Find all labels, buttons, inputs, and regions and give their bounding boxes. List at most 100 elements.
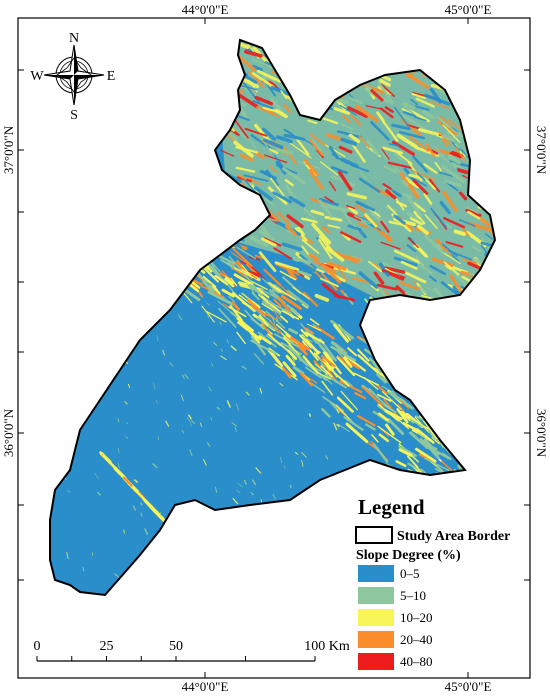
terrain-streak bbox=[483, 180, 505, 190]
terrain-streak bbox=[452, 82, 468, 88]
terrain-streak bbox=[492, 215, 508, 226]
legend-label: 20–40 bbox=[400, 632, 433, 647]
terrain-streak bbox=[479, 154, 498, 170]
terrain-streak bbox=[216, 75, 233, 85]
terrain-streak bbox=[401, 60, 412, 69]
terrain-streak bbox=[124, 530, 125, 533]
legend-border-label: Study Area Border bbox=[397, 529, 510, 544]
terrain-streak bbox=[279, 47, 290, 64]
terrain-streak bbox=[363, 53, 372, 57]
terrain-streak bbox=[413, 50, 432, 57]
terrain-streak bbox=[476, 290, 481, 298]
terrain-streak bbox=[118, 419, 119, 422]
terrain-streak bbox=[480, 453, 495, 467]
terrain-streak bbox=[301, 64, 318, 73]
terrain-streak bbox=[491, 120, 507, 134]
scale-label: 0 bbox=[34, 639, 41, 654]
terrain-streak bbox=[478, 120, 491, 139]
terrain-streak bbox=[452, 443, 468, 452]
terrain-streak bbox=[342, 68, 361, 74]
terrain-streak bbox=[319, 531, 322, 533]
terrain-streak bbox=[388, 41, 398, 45]
terrain-streak bbox=[66, 429, 67, 435]
terrain-streak bbox=[428, 411, 451, 427]
terrain-streak bbox=[479, 54, 495, 69]
terrain-streak bbox=[481, 472, 494, 483]
terrain-streak bbox=[476, 63, 489, 71]
terrain-streak bbox=[247, 199, 257, 209]
terrain-streak bbox=[388, 41, 395, 50]
terrain-streak bbox=[221, 199, 234, 216]
terrain-streak bbox=[477, 133, 497, 138]
terrain-streak bbox=[503, 452, 511, 462]
terrain-streak bbox=[459, 47, 478, 63]
terrain-streak bbox=[307, 52, 322, 63]
terrain-streak bbox=[296, 536, 297, 541]
terrain-streak bbox=[97, 311, 101, 314]
terrain-streak bbox=[225, 230, 232, 238]
terrain-streak bbox=[487, 260, 501, 274]
terrain-streak bbox=[224, 226, 235, 241]
terrain-streak bbox=[486, 135, 504, 140]
terrain-streak bbox=[285, 48, 292, 57]
terrain-streak bbox=[460, 422, 471, 432]
terrain-streak bbox=[214, 520, 217, 523]
terrain-streak bbox=[419, 53, 426, 60]
terrain-streak bbox=[489, 120, 502, 138]
terrain-streak bbox=[447, 428, 456, 433]
terrain-streak bbox=[496, 68, 516, 75]
terrain-streak bbox=[302, 102, 307, 108]
terrain-streak bbox=[475, 154, 491, 159]
terrain-streak bbox=[472, 71, 481, 74]
terrain-streak bbox=[323, 68, 330, 78]
terrain-streak bbox=[287, 75, 292, 80]
terrain-streak bbox=[449, 85, 461, 89]
terrain-streak bbox=[455, 45, 461, 50]
terrain-streak bbox=[467, 110, 481, 113]
terrain-streak bbox=[201, 549, 203, 553]
terrain-streak bbox=[345, 49, 360, 68]
terrain-streak bbox=[471, 74, 482, 80]
terrain-streak bbox=[485, 261, 497, 272]
terrain-streak bbox=[290, 485, 291, 487]
grid-label: 44°0'0"E bbox=[182, 679, 229, 694]
terrain-streak bbox=[453, 412, 460, 421]
terrain-streak bbox=[489, 66, 504, 72]
terrain-streak bbox=[458, 444, 468, 452]
terrain-streak bbox=[424, 41, 439, 54]
terrain-streak bbox=[474, 125, 489, 131]
terrain-streak bbox=[339, 69, 348, 72]
terrain-streak bbox=[197, 515, 198, 517]
terrain-streak bbox=[471, 61, 491, 75]
terrain-streak bbox=[436, 420, 446, 426]
terrain-streak bbox=[232, 208, 243, 218]
terrain-streak bbox=[321, 51, 330, 64]
legend-swatch bbox=[358, 609, 394, 626]
terrain-streak bbox=[468, 472, 482, 482]
terrain-streak bbox=[165, 272, 174, 279]
terrain-streak bbox=[225, 200, 236, 205]
terrain-streak bbox=[291, 578, 292, 582]
terrain-streak bbox=[323, 97, 329, 103]
terrain-streak bbox=[472, 85, 482, 92]
terrain-streak bbox=[308, 102, 314, 110]
terrain-streak bbox=[196, 520, 198, 523]
terrain-streak bbox=[221, 116, 231, 123]
terrain-streak bbox=[465, 439, 480, 459]
legend-subtitle: Slope Degree (%) bbox=[356, 548, 461, 563]
legend-border-swatch bbox=[356, 527, 392, 543]
terrain-streak bbox=[452, 416, 459, 421]
terrain-streak bbox=[392, 47, 407, 67]
terrain-streak bbox=[453, 449, 464, 456]
terrain-streak bbox=[375, 48, 386, 53]
terrain-streak bbox=[492, 160, 500, 171]
terrain-streak bbox=[449, 70, 455, 75]
terrain-streak bbox=[467, 56, 480, 72]
terrain-streak bbox=[303, 42, 326, 52]
terrain-streak bbox=[77, 383, 80, 389]
legend-label: 10–20 bbox=[400, 610, 433, 625]
terrain-streak bbox=[454, 295, 474, 304]
terrain-streak bbox=[346, 58, 360, 71]
terrain-streak bbox=[434, 48, 449, 53]
terrain-streak bbox=[217, 230, 225, 240]
